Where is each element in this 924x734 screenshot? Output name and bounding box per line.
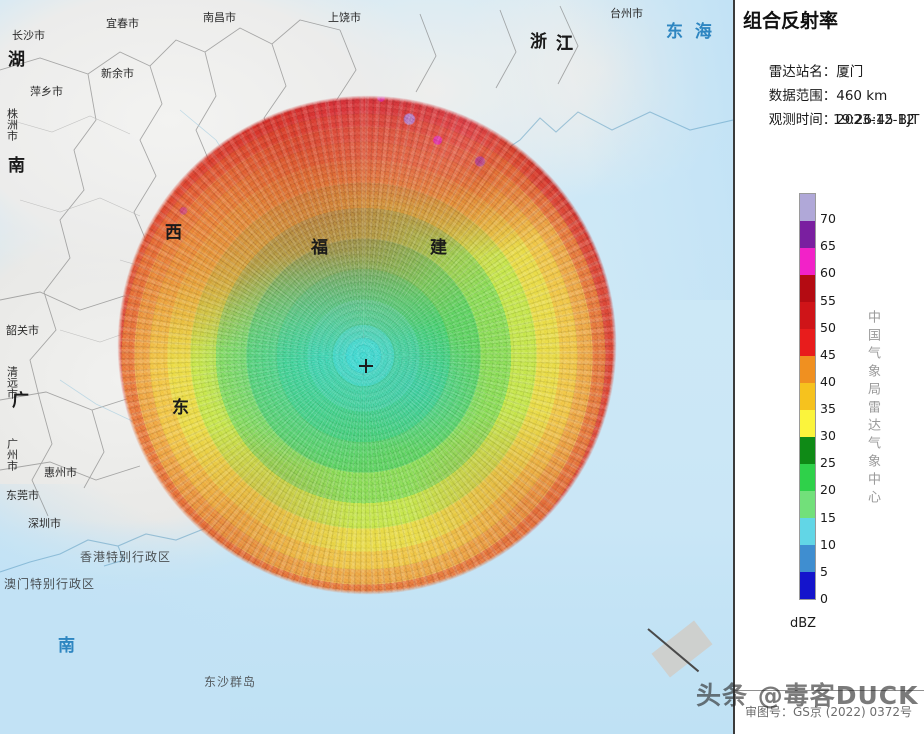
colorbar-segment-15-20 (800, 491, 815, 518)
colorbar-segment-10-15 (800, 518, 815, 545)
colorbar-tick-0: 0 (820, 591, 828, 606)
colorbar-segment-25-30 (800, 437, 815, 464)
colorbar-segment-50-55 (800, 302, 815, 329)
colorbar-segment-60-65 (800, 248, 815, 275)
meta-value-obs-clock: 19:26:45 BJT (833, 112, 920, 128)
meta-row-station: 雷达站名：厦门 (743, 44, 864, 96)
colorbar-tick-25: 25 (820, 455, 836, 471)
colorbar-tick-5: 5 (820, 563, 828, 579)
colorbar-segment-20-25 (800, 464, 815, 491)
echo-radial-spokes (14, 0, 720, 698)
radar-map-panel[interactable]: 长沙市 宜春市 新余市 萍乡市 株洲市 南昌市 上饶市 台州市 韶关市 清远市 广州市 惠州市 东莞市深… (0, 0, 735, 734)
colorbar-segment-65-70 (800, 221, 815, 248)
watermark-band (735, 694, 924, 734)
colorbar-tick-35: 35 (820, 401, 836, 417)
colorbar-segment-30-35 (800, 410, 815, 437)
colorbar-segment-5-10 (800, 545, 815, 572)
panel-divider (735, 690, 924, 691)
colorbar-tick-10: 10 (820, 536, 836, 552)
colorbar-segment-0-5 (800, 572, 815, 599)
meta-row-range: 数据范围：460 km (743, 68, 888, 120)
colorbar-segment-35-40 (800, 383, 815, 410)
meta-label-range: 数据范围： (768, 88, 837, 104)
echo-range-ring-texture (14, 0, 720, 698)
product-info-panel: 组合反射率 雷达站名：厦门 数据范围：460 km 观测时间：2023-12-1… (735, 0, 924, 694)
echo-hail-cores (14, 0, 720, 698)
reflectivity-colorbar (799, 193, 816, 600)
radar-echo-disk (14, 0, 720, 698)
colorbar-tick-70: 70 (820, 211, 836, 227)
colorbar-segment-45-50 (800, 329, 815, 356)
meta-label-obs-time: 观测时间： (768, 112, 837, 128)
colorbar-tick-65: 65 (820, 238, 836, 254)
colorbar-tick-20: 20 (820, 482, 836, 498)
colorbar-tick-55: 55 (820, 292, 836, 308)
colorbar-tick-labels: 70 65 60 55 50 45 40 35 30 25 20 15 10 5 0 (820, 185, 860, 615)
echo-radial-spokes-highlight (14, 0, 720, 698)
colorbar-tick-45: 45 (820, 346, 836, 362)
meta-label-station: 雷达站名： (768, 64, 837, 80)
radar-site-cross-icon (359, 359, 373, 373)
colorbar-unit-label: dBZ (790, 616, 817, 631)
colorbar-tick-30: 30 (820, 428, 836, 444)
meta-row-obs-time: 观测时间：2023-12-12 (743, 92, 915, 144)
echo-speckle-noise (14, 0, 720, 698)
meta-value-range: 460 km (836, 88, 888, 104)
colorbar-tick-15: 15 (820, 509, 836, 525)
page-title: 组合反射率 (743, 10, 839, 32)
meta-value-obs-date: 2023-12-12 (836, 112, 915, 128)
meta-value-station: 厦门 (836, 64, 864, 80)
colorbar-segment-40-45 (800, 356, 815, 383)
colorbar-tick-50: 50 (820, 319, 836, 335)
colorbar-segment-55-60 (800, 275, 815, 302)
colorbar-tick-40: 40 (820, 373, 836, 389)
colorbar-segment-70-75 (800, 194, 815, 221)
echo-disk-rim (14, 0, 720, 698)
organization-credit: 中国气象局雷达气象中心 (865, 310, 880, 508)
colorbar-tick-60: 60 (820, 265, 836, 281)
